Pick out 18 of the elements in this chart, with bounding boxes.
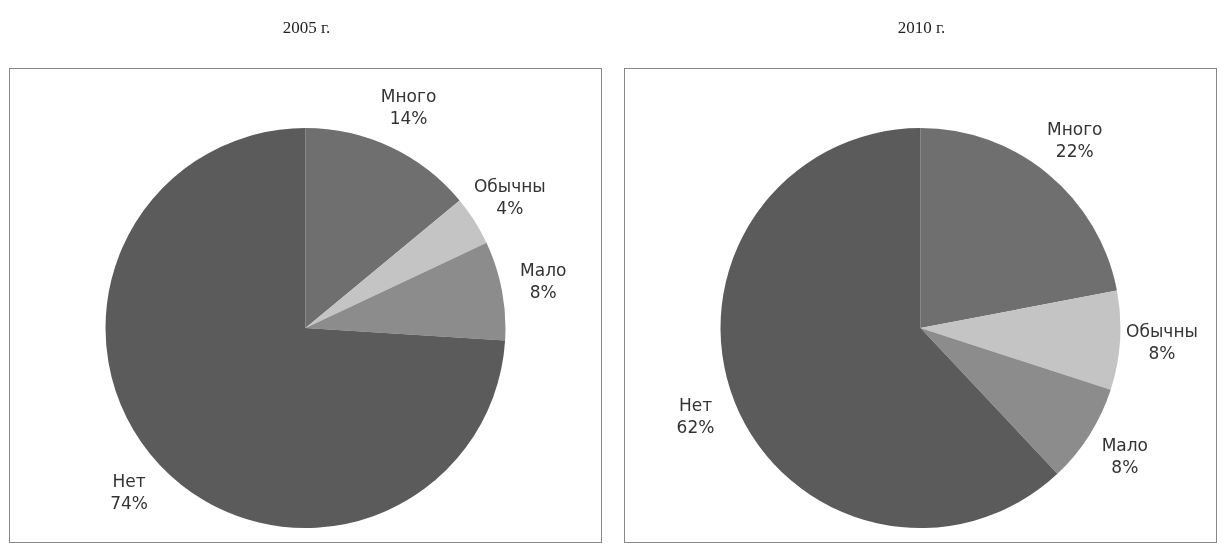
data-label: 8%	[529, 282, 557, 303]
data-label: 4%	[496, 197, 524, 218]
chart-title: 2010 г.	[896, 18, 947, 38]
slice-label: Нет	[678, 394, 713, 415]
slice-label: Мало	[1101, 435, 1149, 456]
data-label: 62%	[676, 416, 715, 437]
data-label: 74%	[110, 493, 148, 514]
slice-label: Нет	[112, 471, 146, 492]
data-label: 22%	[1055, 140, 1094, 161]
slice-label: Мало	[520, 260, 567, 281]
data-label: 8%	[1111, 457, 1139, 478]
data-label: 14%	[389, 108, 428, 129]
chart-title: 2005 г.	[281, 18, 332, 38]
slice-label: Обычны	[1126, 320, 1198, 341]
slice-label: Обычны	[473, 175, 546, 196]
slice-label: Много	[1047, 118, 1103, 139]
data-label: 8%	[1148, 342, 1176, 363]
slice-label: Много	[380, 86, 437, 107]
